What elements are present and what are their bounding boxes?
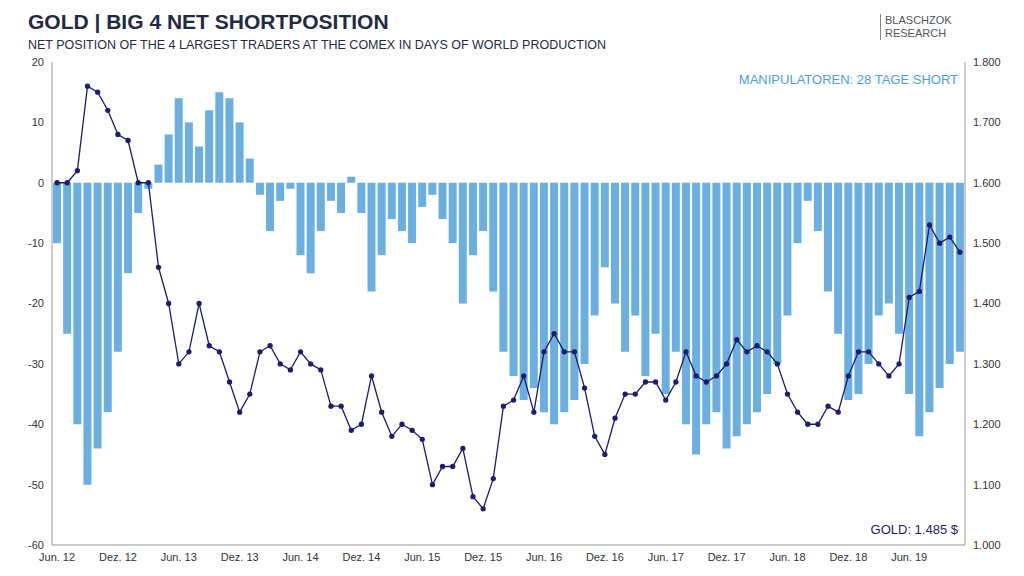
svg-text:1.500: 1.500 <box>973 237 1001 249</box>
svg-text:Jun. 16: Jun. 16 <box>526 551 562 563</box>
svg-text:Dez. 15: Dez. 15 <box>464 551 502 563</box>
svg-text:1.200: 1.200 <box>973 418 1001 430</box>
svg-text:1.300: 1.300 <box>973 358 1001 370</box>
svg-text:Dez. 12: Dez. 12 <box>99 551 137 563</box>
svg-text:Dez. 13: Dez. 13 <box>221 551 259 563</box>
svg-text:Jun. 18: Jun. 18 <box>769 551 805 563</box>
svg-text:1.700: 1.700 <box>973 116 1001 128</box>
svg-text:Jun. 12: Jun. 12 <box>39 551 75 563</box>
svg-text:1.000: 1.000 <box>973 539 1001 551</box>
svg-text:-20: -20 <box>28 297 44 309</box>
svg-text:0: 0 <box>38 177 44 189</box>
svg-text:-40: -40 <box>28 418 44 430</box>
svg-text:-10: -10 <box>28 237 44 249</box>
html-text:RESEARCH: RESEARCH <box>885 27 947 39</box>
svg-text:Jun. 17: Jun. 17 <box>648 551 684 563</box>
svg-text:Jun. 15: Jun. 15 <box>404 551 440 563</box>
html-text:GOLD: 1.485 $: GOLD: 1.485 $ <box>870 522 958 537</box>
svg-text:Jun. 13: Jun. 13 <box>161 551 197 563</box>
svg-text:-30: -30 <box>28 358 44 370</box>
svg-text:1.600: 1.600 <box>973 177 1001 189</box>
svg-text:1.800: 1.800 <box>973 56 1001 68</box>
svg-text:Dez. 16: Dez. 16 <box>586 551 624 563</box>
svg-text:1.100: 1.100 <box>973 479 1001 491</box>
svg-text:Dez. 18: Dez. 18 <box>829 551 867 563</box>
svg-text:-60: -60 <box>28 539 44 551</box>
svg-text:Jun. 19: Jun. 19 <box>891 551 927 563</box>
svg-text:1.400: 1.400 <box>973 297 1001 309</box>
svg-text:Jun. 14: Jun. 14 <box>282 551 318 563</box>
html-text:NET POSITION OF THE 4 LARGEST: NET POSITION OF THE 4 LARGEST TRADERS AT… <box>28 38 607 52</box>
svg-text:-50: -50 <box>28 479 44 491</box>
svg-text:Dez. 17: Dez. 17 <box>708 551 746 563</box>
svg-text:Dez. 14: Dez. 14 <box>342 551 380 563</box>
html-text:BLASCHZOK: BLASCHZOK <box>885 14 952 26</box>
svg-text:10: 10 <box>32 116 44 128</box>
svg-text:20: 20 <box>32 56 44 68</box>
html-text:MANIPULATOREN: 28 TAGE SHORT: MANIPULATOREN: 28 TAGE SHORT <box>738 72 958 87</box>
html-text:GOLD | BIG 4 NET SHORTPOSITION: GOLD | BIG 4 NET SHORTPOSITION <box>28 10 389 33</box>
